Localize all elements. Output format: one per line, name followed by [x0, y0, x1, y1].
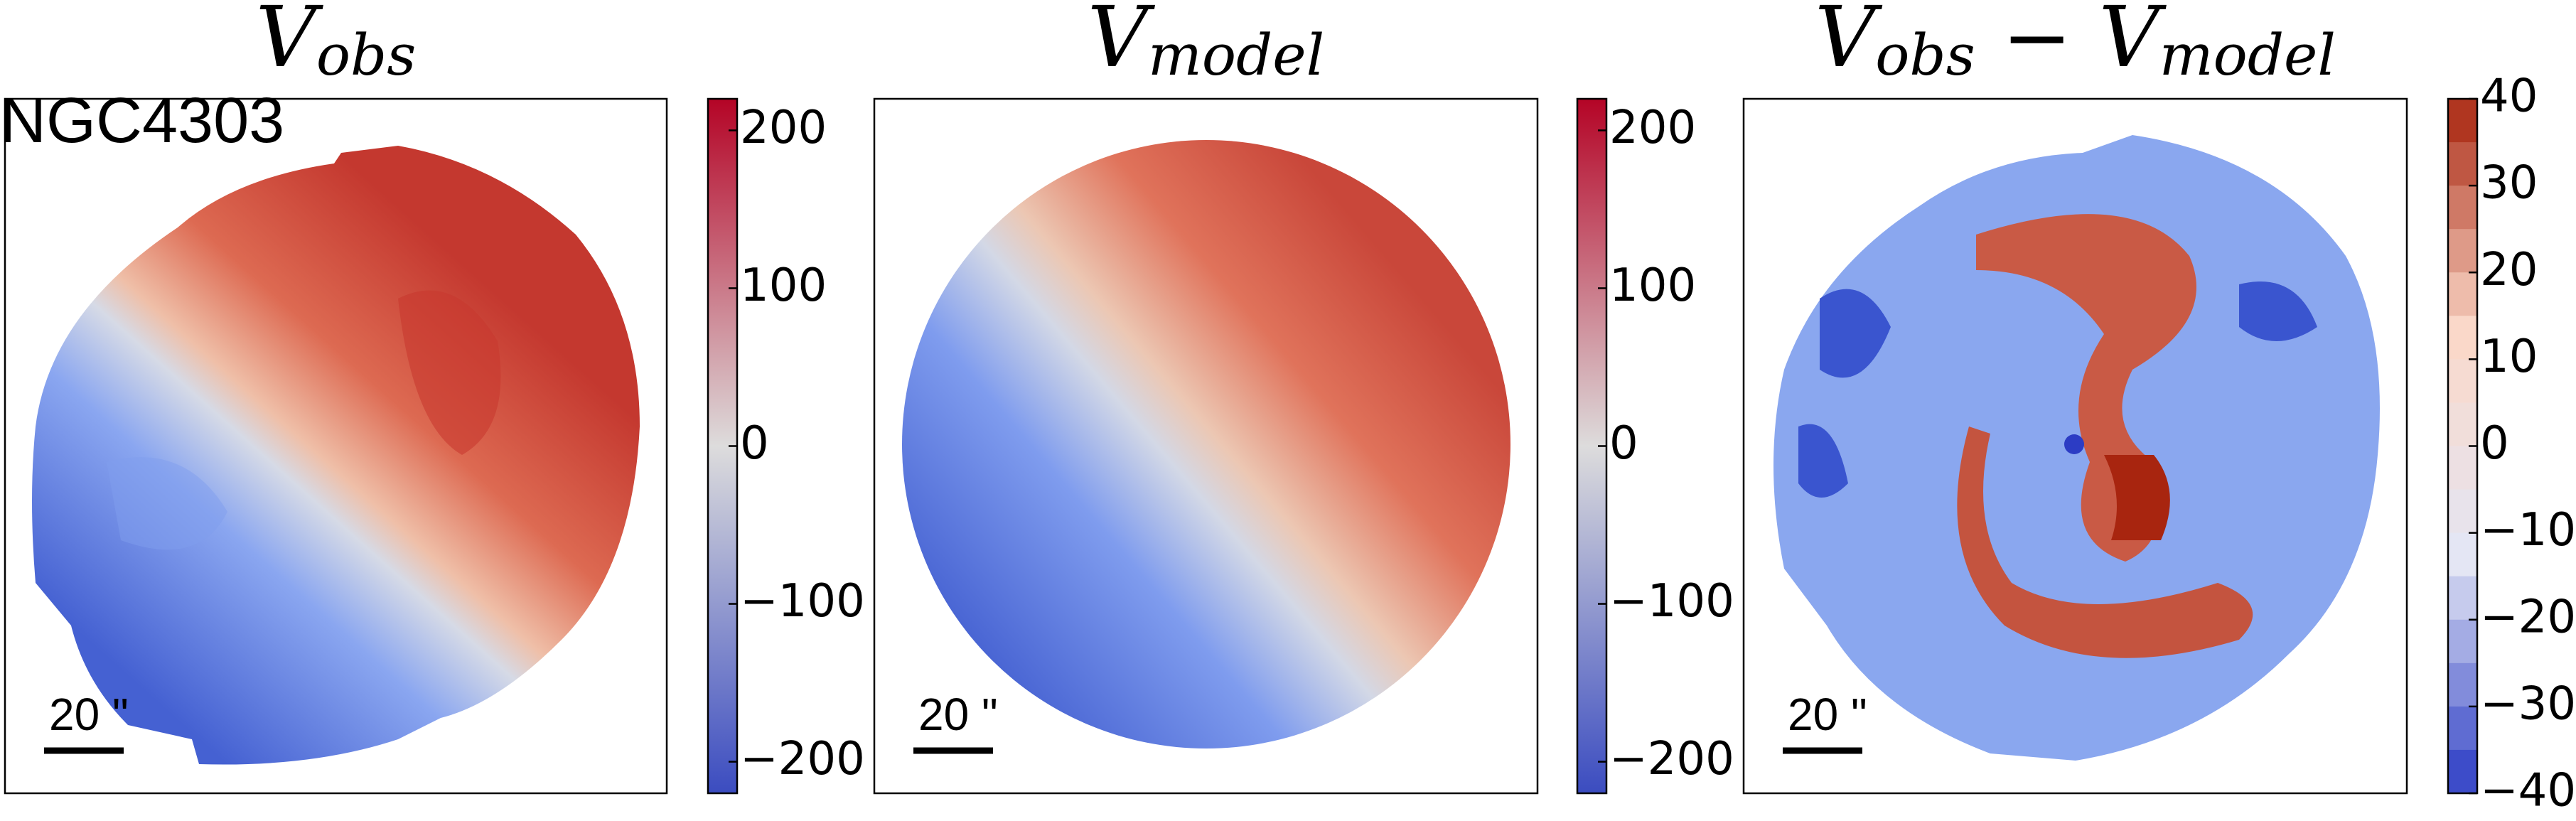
- colorbar-bin: [2448, 359, 2477, 403]
- colorbar-tick-label: 0: [1609, 417, 1638, 470]
- panel-title: Vmodel: [1088, 0, 1324, 88]
- colorbar-tick-label: −100: [740, 575, 865, 628]
- panel-title: Vobs: [256, 0, 417, 88]
- scale-label: 20 ": [1788, 689, 1867, 740]
- panel-frame: [873, 97, 1539, 795]
- title-part: − V: [1975, 0, 2167, 86]
- title-part: V: [1815, 0, 1883, 86]
- colorbar-bin: [2448, 229, 2477, 273]
- colorbar-bin: [2448, 316, 2477, 360]
- colorbar-tick-label: 100: [1609, 259, 1696, 312]
- colorbar-tick-label: −10: [2480, 504, 2576, 557]
- colorbar-tick-label: 40: [2480, 70, 2538, 123]
- colorbar-tick-label: −20: [2480, 591, 2576, 643]
- colorbar-bin: [2448, 142, 2477, 186]
- colorbar-tick-label: 0: [2480, 417, 2509, 470]
- galaxy-name: NGC4303: [0, 85, 284, 156]
- title-part: obs: [1875, 22, 1975, 88]
- scale-label: 20 ": [918, 689, 998, 740]
- colorbar-tick-label: 200: [1609, 102, 1696, 154]
- colorbar-tick-label: 20: [2480, 244, 2538, 296]
- colorbar-tick-label: −100: [1609, 575, 1734, 628]
- residual-map: [1773, 135, 2380, 761]
- colorbar-tick-label: −40: [2480, 765, 2576, 817]
- colorbar-tick-label: 200: [740, 102, 827, 154]
- observed-map: [32, 146, 640, 765]
- colorbar-bin: [2448, 662, 2477, 707]
- colorbar-bin: [2448, 619, 2477, 664]
- colorbar-bin: [2448, 402, 2477, 446]
- colorbar-tick-label: 0: [740, 417, 769, 470]
- panel-frame: [4, 97, 668, 795]
- colorbar-bin: [2448, 272, 2477, 316]
- colorbar-bin: [2448, 532, 2477, 577]
- colorbar-bin: [2448, 446, 2477, 490]
- colorbar-bin: [2448, 706, 2477, 751]
- title-part: obs: [316, 22, 416, 88]
- colorbar-tick-label: −30: [2480, 677, 2576, 730]
- title-part: model: [2159, 22, 2336, 88]
- colorbar-bin: [2448, 186, 2477, 230]
- colorbar-tick-label: −200: [740, 733, 865, 785]
- colorbar-tick-label: 100: [740, 259, 827, 312]
- title-part: model: [1148, 22, 1324, 88]
- colorbar-tick-label: 30: [2480, 157, 2538, 210]
- panel-title: Vobs − Vmodel: [1815, 0, 2336, 88]
- colorbar-tick-label: 10: [2480, 331, 2538, 383]
- model-map: [902, 140, 1510, 748]
- title-part: V: [256, 0, 324, 86]
- colorbar-bin: [2448, 749, 2477, 794]
- colorbar-bin: [2448, 99, 2477, 143]
- scale-label: 20 ": [49, 689, 129, 740]
- colorbar-bin: [2448, 576, 2477, 621]
- colorbar-bin: [2448, 489, 2477, 534]
- colorbar-tick-label: −200: [1609, 733, 1734, 785]
- title-part: V: [1088, 0, 1156, 86]
- panel-frame: [1742, 97, 2408, 795]
